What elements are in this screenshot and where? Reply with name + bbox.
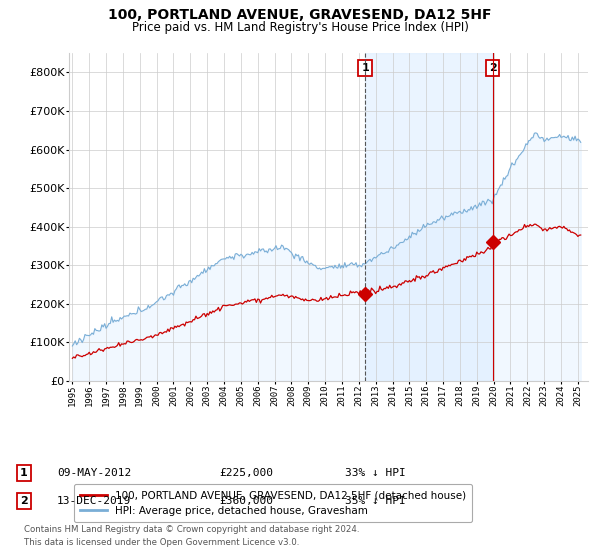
Bar	[365, 53, 493, 381]
Text: 100, PORTLAND AVENUE, GRAVESEND, DA12 5HF: 100, PORTLAND AVENUE, GRAVESEND, DA12 5H…	[108, 8, 492, 22]
Text: Price paid vs. HM Land Registry's House Price Index (HPI): Price paid vs. HM Land Registry's House …	[131, 21, 469, 34]
Text: 2: 2	[489, 63, 497, 73]
Text: 13-DEC-2019: 13-DEC-2019	[57, 496, 131, 506]
Text: 09-MAY-2012: 09-MAY-2012	[57, 468, 131, 478]
Text: £225,000: £225,000	[219, 468, 273, 478]
Text: 33% ↓ HPI: 33% ↓ HPI	[345, 468, 406, 478]
Text: 1: 1	[20, 468, 28, 478]
Legend: 100, PORTLAND AVENUE, GRAVESEND, DA12 5HF (detached house), HPI: Average price, : 100, PORTLAND AVENUE, GRAVESEND, DA12 5H…	[74, 484, 472, 522]
Text: £360,000: £360,000	[219, 496, 273, 506]
Text: This data is licensed under the Open Government Licence v3.0.: This data is licensed under the Open Gov…	[24, 538, 299, 547]
Text: 2: 2	[20, 496, 28, 506]
Text: Contains HM Land Registry data © Crown copyright and database right 2024.: Contains HM Land Registry data © Crown c…	[24, 525, 359, 534]
Text: 1: 1	[361, 63, 369, 73]
Text: 35% ↓ HPI: 35% ↓ HPI	[345, 496, 406, 506]
